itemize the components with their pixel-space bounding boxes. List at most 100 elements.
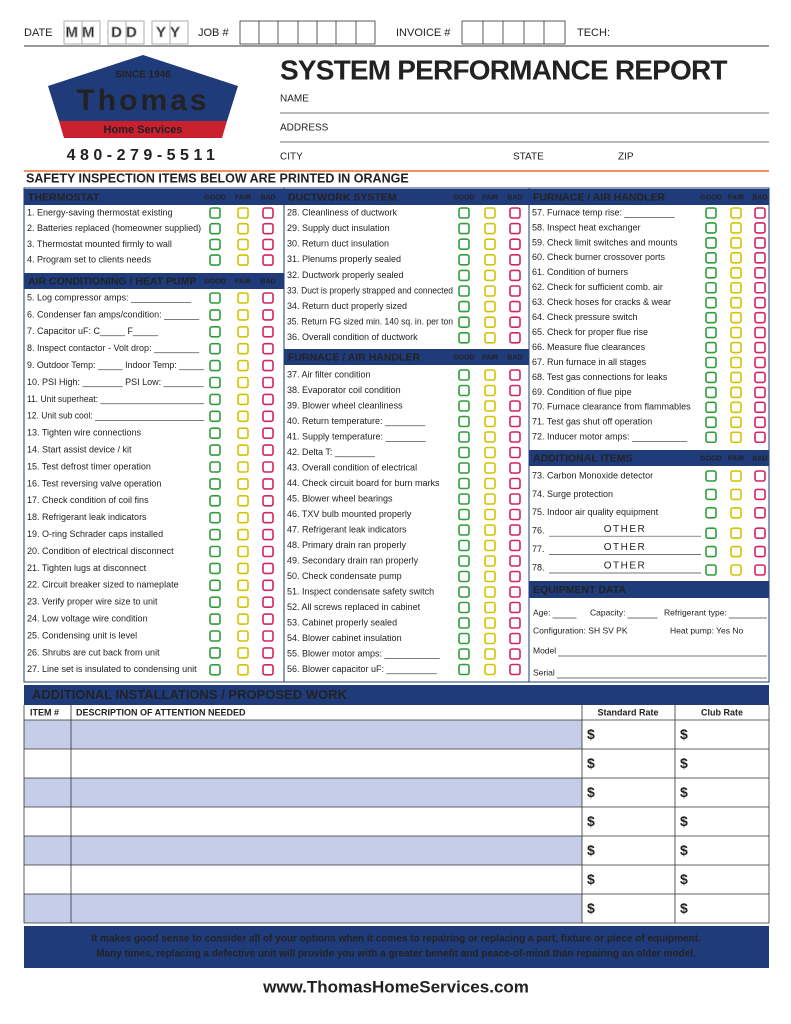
section-title: AIR CONDITIONING / HEAT PUMP (28, 275, 196, 287)
checkbox (730, 506, 742, 519)
checkbox (458, 477, 470, 490)
checkbox (509, 222, 521, 235)
rate-sign: $ (587, 842, 595, 858)
checkbox (209, 613, 221, 625)
checkbox (730, 431, 742, 444)
checkbox (484, 539, 496, 552)
item-text: 52. All screws replaced in cabinet (287, 602, 421, 612)
item-text: 14. Start assist device / kit (27, 444, 132, 454)
placeholder: OTHER (604, 524, 647, 535)
rating-label: GOOD (700, 455, 721, 462)
checkbox (509, 400, 521, 412)
checkbox (730, 311, 742, 324)
checkbox (458, 238, 470, 250)
checkbox (209, 427, 221, 440)
rating-label: BAD (260, 194, 275, 201)
rate-sign: $ (587, 726, 595, 742)
item-text: 42. Delta T: ________ (287, 447, 376, 457)
checkbox (458, 524, 470, 536)
checkbox (209, 410, 221, 423)
field-label: STATE (513, 152, 544, 163)
checkbox (509, 207, 521, 219)
checkbox (209, 376, 221, 389)
item-text: 36. Overall condition of ductwork (287, 332, 418, 342)
checkbox (458, 384, 470, 397)
item-text: 32. Ductwork properly sealed (287, 270, 404, 280)
item-text: 70. Furnace clearance from flammables (532, 402, 691, 412)
checkbox (237, 528, 249, 541)
checkbox (754, 237, 766, 249)
checkbox (458, 632, 470, 645)
item-text: 13. Tighten wire connections (27, 428, 142, 438)
item-text: 9. Outdoor Temp: _____ Indoor Temp: ____… (27, 360, 205, 370)
checkbox (484, 663, 496, 676)
checkbox (209, 511, 221, 524)
checkbox (730, 371, 742, 384)
rate-sign: $ (587, 813, 595, 829)
checkbox (705, 281, 717, 294)
checkbox (458, 400, 470, 412)
item-text: 63. Check hoses for cracks & wear (532, 297, 671, 307)
rate-sign: $ (680, 871, 688, 887)
checkbox (730, 237, 742, 249)
checkbox (484, 269, 496, 282)
checkbox (705, 488, 717, 501)
checkbox (484, 254, 496, 266)
column-header: DESCRIPTION OF ATTENTION NEEDED (76, 707, 246, 717)
checkbox (484, 462, 496, 474)
checkbox (262, 545, 274, 558)
item-text: 26. Shrubs are cut back from unit (27, 647, 160, 657)
checkbox (509, 384, 521, 397)
equipment-field: Age: (533, 607, 551, 617)
checkbox (730, 386, 742, 399)
item-text: 10. PSI High: ________ PSI Low: ________ (27, 377, 205, 387)
checkbox (262, 207, 274, 219)
checkbox (209, 461, 221, 473)
item-text: 18. Refrigerant leak indicators (27, 512, 147, 522)
checkbox (509, 586, 521, 598)
rate-sign: $ (587, 900, 595, 916)
checkbox (705, 545, 717, 558)
item-text: 62. Check for sufficient comb. air (532, 282, 663, 292)
checkbox (705, 326, 717, 339)
checkbox (237, 461, 249, 473)
checkbox (262, 478, 274, 490)
item-text: 29. Supply duct insulation (287, 223, 390, 233)
logo-sub: Home Services (104, 124, 183, 136)
item-text: 55. Blower motor amps: ___________ (287, 648, 441, 658)
checkbox (237, 478, 249, 490)
item-text: 23. Verify proper wire size to unit (27, 597, 158, 607)
checkbox (262, 596, 274, 609)
checkbox (237, 427, 249, 440)
field-label: ZIP (618, 152, 634, 163)
rating-label: GOOD (453, 354, 474, 361)
checkbox (754, 266, 766, 279)
checkbox (705, 371, 717, 384)
checkbox (209, 528, 221, 541)
item-text: 51. Inspect condensate safety switch (287, 586, 434, 596)
checkbox (237, 545, 249, 558)
item-text: 35. Return FG sized min. 140 sq. in. per… (287, 317, 453, 327)
checkbox (209, 238, 221, 251)
checkbox (484, 285, 496, 297)
checkbox (705, 222, 717, 234)
row-shade (24, 720, 582, 749)
checkbox (209, 222, 221, 235)
checkbox (237, 342, 249, 355)
section-bar (529, 450, 769, 466)
checkbox (754, 431, 766, 444)
checkbox (262, 376, 274, 389)
checkbox (509, 238, 521, 250)
date-placeholder: YY (156, 24, 184, 41)
rating-label: BAD (260, 278, 275, 285)
checkbox (705, 341, 717, 354)
checkbox (237, 579, 249, 592)
checkbox (509, 555, 521, 567)
item-text: 64. Check pressure switch (532, 312, 638, 322)
checkbox (484, 384, 496, 397)
item-text: 50. Check condensate pump (287, 571, 402, 581)
checkbox (262, 427, 274, 440)
item-text: 56. Blower capacitor uF: __________ (287, 664, 438, 674)
checkbox (237, 663, 249, 676)
checkbox (509, 570, 521, 583)
